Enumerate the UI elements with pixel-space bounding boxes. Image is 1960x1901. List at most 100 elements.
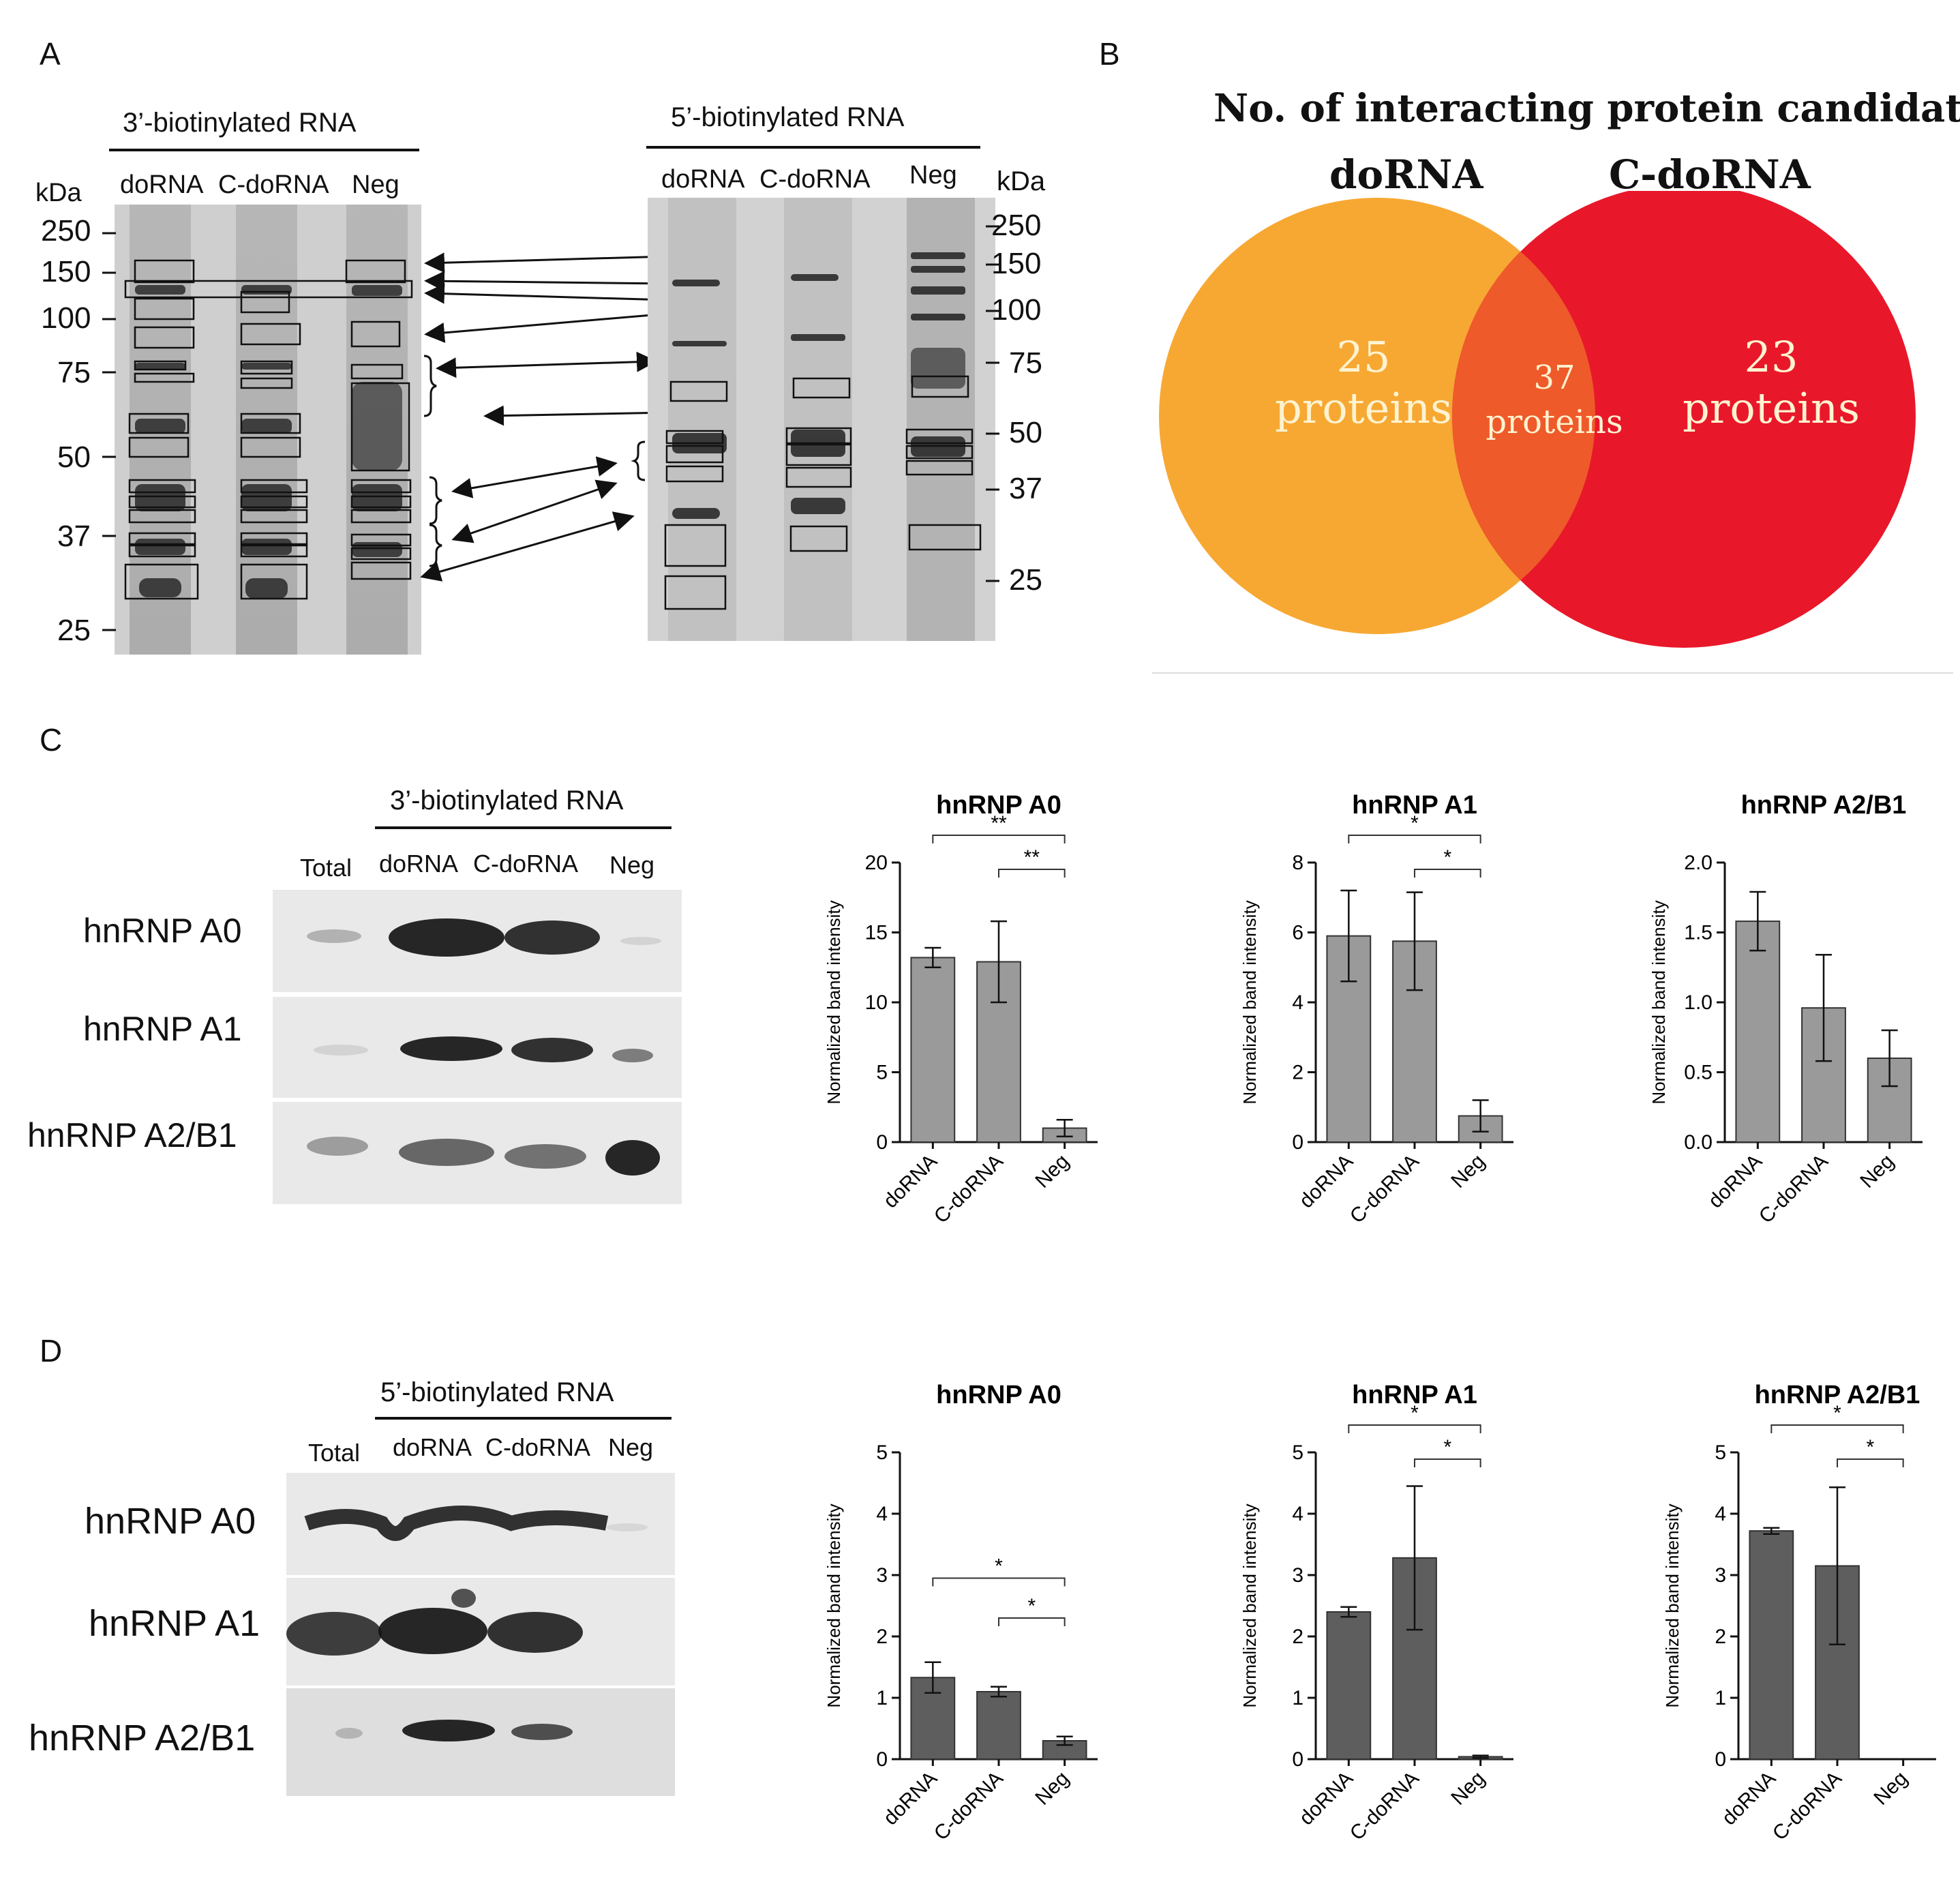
significance-label: ** — [991, 812, 1007, 835]
venn-right-unit: proteins — [1683, 383, 1860, 433]
panel-b-divider — [1152, 672, 1953, 674]
y-tick-label: 4 — [1292, 991, 1303, 1014]
bar-chart-c-hnrnp-a0: hnRNP A0 Normalized band intensity 0 5 10 15 2… — [824, 791, 1098, 1228]
x-tick-label: doRNA — [879, 1150, 942, 1213]
y-tick-label: 3 — [876, 1564, 888, 1587]
bar-chart-c-hnrnp-a1: hnRNP A1 Normalized band intensity 0 2 4 6 8 do… — [1239, 791, 1513, 1228]
blot-c-lane-label: doRNA — [379, 850, 459, 878]
bar — [976, 1691, 1021, 1760]
venn-overlap-unit: proteins — [1486, 403, 1623, 441]
blot-d-header-rule — [375, 1417, 672, 1420]
y-tick-label: 0 — [876, 1131, 888, 1154]
blot-d-lane-label: Total — [308, 1439, 361, 1467]
x-tick-label: C-doRNA — [1346, 1150, 1423, 1228]
blot-d-lane-label: C-doRNA — [485, 1433, 591, 1461]
significance-bracket — [998, 869, 1066, 878]
blot-c-header: 3’-biotinylated RNA — [390, 785, 624, 815]
significance-label: * — [1027, 1595, 1036, 1617]
left-gel-lane-label: C-doRNA — [218, 170, 329, 199]
y-tick-label: 0 — [1715, 1748, 1726, 1771]
y-tick-label: 5 — [1292, 1441, 1303, 1464]
y-axis-label: Normalized band intensity — [1662, 1503, 1683, 1707]
significance-label: ** — [1024, 846, 1040, 869]
left-gel-marker: 150 — [41, 255, 91, 288]
bar-chart-d-hnrnp-a2b1: hnRNP A2/B1 Normalized band intensity 0 1 2 3… — [1662, 1381, 1936, 1845]
significance-bracket — [998, 1617, 1066, 1626]
x-tick-label: Neg — [1869, 1767, 1912, 1810]
y-tick-label: 3 — [1292, 1564, 1303, 1587]
venn-left-unit: proteins — [1275, 383, 1452, 433]
y-tick-label: 4 — [1292, 1503, 1303, 1525]
blot-c-strip-a1 — [273, 997, 682, 1098]
x-tick-label: Neg — [1447, 1767, 1489, 1810]
y-tick-label: 8 — [1292, 852, 1303, 874]
x-tick-label: doRNA — [1295, 1150, 1358, 1213]
left-gel-header-rule — [109, 149, 419, 151]
blot-d-header: 5’-biotinylated RNA — [380, 1377, 614, 1407]
y-tick-label: 1.5 — [1684, 922, 1713, 944]
significance-label: * — [1411, 1402, 1419, 1424]
x-tick-label: Neg — [1031, 1767, 1073, 1810]
left-gel-lane-label: doRNA — [120, 170, 204, 199]
blot-c-strip-a2b1 — [273, 1102, 682, 1204]
y-tick-label: 2 — [876, 1626, 888, 1648]
left-gel-marker: 75 — [57, 356, 91, 389]
y-tick-label: 6 — [1292, 922, 1303, 944]
significance-label: * — [1443, 846, 1451, 869]
blot-d-strip-a2b1 — [286, 1688, 675, 1796]
y-tick-label: 1 — [876, 1687, 888, 1709]
y-tick-label: 0.0 — [1684, 1131, 1713, 1154]
y-tick-label: 20 — [865, 852, 888, 874]
y-tick-label: 10 — [865, 991, 888, 1014]
y-tick-label: 15 — [865, 922, 888, 944]
chart-title: hnRNP A1 — [1352, 791, 1477, 820]
chart-title: hnRNP A1 — [1352, 1381, 1477, 1409]
y-tick-label: 4 — [1715, 1503, 1726, 1525]
blot-c-strip-a0 — [273, 890, 682, 992]
right-gel-image — [648, 198, 995, 641]
blot-d-strip-a0 — [286, 1473, 675, 1575]
blot-c-row-label: hnRNP A2/B1 — [27, 1116, 237, 1154]
significance-bracket — [1837, 1458, 1904, 1467]
y-tick-label: 1.0 — [1684, 991, 1713, 1014]
significance-label: * — [1866, 1436, 1874, 1458]
right-gel-lane-label: Neg — [909, 161, 957, 190]
y-axis-label: Normalized band intensity — [1239, 1503, 1260, 1707]
y-axis-label: Normalized band intensity — [824, 1503, 844, 1707]
right-gel-marker: 150 — [991, 247, 1042, 280]
y-tick-label: 2 — [1292, 1062, 1303, 1084]
blot-c-lane-label: Total — [300, 854, 352, 882]
y-axis-label: Normalized band intensity — [824, 900, 844, 1104]
x-tick-label: C-doRNA — [930, 1150, 1008, 1228]
x-tick-label: Neg — [1447, 1150, 1489, 1193]
chart-title: hnRNP A0 — [936, 791, 1061, 820]
right-gel-lane-label: doRNA — [661, 165, 745, 194]
panel-a-letter: A — [40, 36, 61, 72]
blot-c-header-rule — [375, 826, 672, 829]
venn-right-circle — [1452, 191, 1916, 648]
x-tick-label: Neg — [1856, 1150, 1898, 1193]
x-tick-label: C-doRNA — [1768, 1767, 1846, 1845]
bar-chart-c-hnrnp-a2b1: hnRNP A2/B1 Normalized band intensity 0.0 0… — [1648, 791, 1923, 1228]
significance-bracket — [1770, 1424, 1904, 1433]
bar-chart-d-hnrnp-a0: hnRNP A0 Normalized band intensity 0 1 2 3 4 5 d… — [824, 1381, 1098, 1845]
left-gel-marker: 25 — [57, 614, 91, 647]
y-tick-label: 1 — [1292, 1687, 1303, 1709]
bar — [1326, 1611, 1372, 1760]
venn-right-count: 23 — [1745, 332, 1798, 382]
y-tick-label: 3 — [1715, 1564, 1726, 1587]
bar — [1749, 1530, 1794, 1760]
right-gel-marker: 250 — [991, 209, 1042, 242]
blot-c-lane-label: Neg — [609, 851, 655, 879]
panel-b-letter: B — [1099, 36, 1120, 72]
left-gel-marker: 37 — [57, 520, 91, 553]
chart-title: hnRNP A2/B1 — [1755, 1381, 1920, 1409]
panel-d-letter: D — [40, 1333, 63, 1368]
significance-bracket — [1414, 1458, 1481, 1467]
right-gel-marker: 37 — [1009, 472, 1042, 505]
significance-bracket — [1414, 869, 1481, 878]
significance-bracket — [1348, 835, 1481, 843]
x-tick-label: doRNA — [1718, 1767, 1781, 1830]
venn-overlap-count: 37 — [1533, 359, 1575, 397]
x-tick-label: doRNA — [879, 1767, 942, 1830]
